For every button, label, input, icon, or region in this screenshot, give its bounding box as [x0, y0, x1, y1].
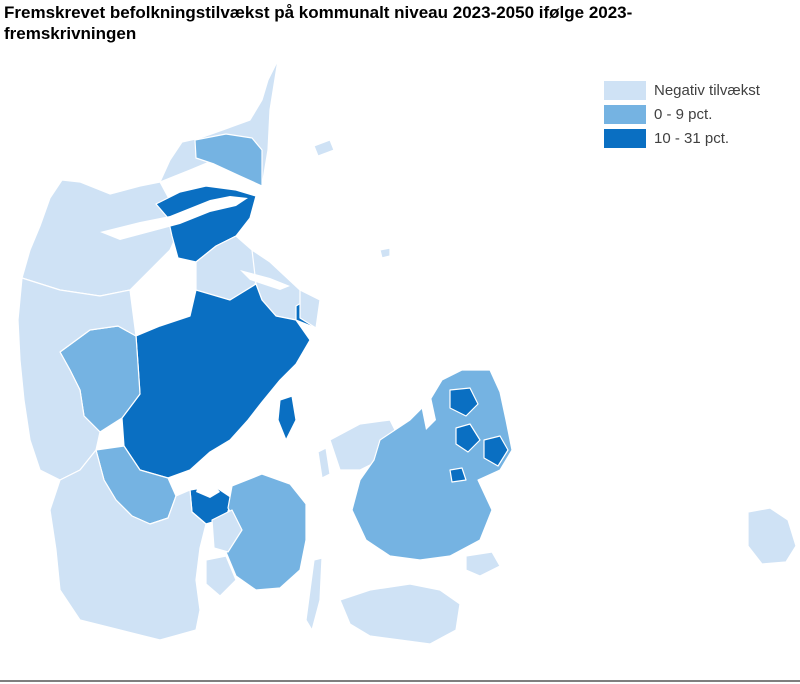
region-bornholm[interactable]: [747, 507, 797, 565]
legend-swatch-negative: [604, 80, 646, 100]
limfjord: [100, 196, 248, 240]
legend-label-low: 0 - 9 pct.: [654, 105, 713, 123]
region-frederikshavn[interactable]: [194, 133, 263, 187]
legend-item-high: 10 - 31 pct.: [604, 126, 760, 150]
region-djursland-light[interactable]: [299, 289, 321, 329]
region-west-jutland[interactable]: [17, 277, 137, 481]
region-copenhagen[interactable]: [449, 387, 509, 483]
map-title: Fremskrevet befolkningstilvækst på kommu…: [4, 3, 633, 43]
bottom-rule: [0, 680, 800, 682]
region-moen[interactable]: [465, 551, 501, 577]
little-belt: [196, 480, 220, 498]
region-als[interactable]: [205, 555, 237, 597]
region-south-jutland[interactable]: [49, 449, 207, 641]
legend-item-negative: Negativ tilvækst: [604, 78, 760, 102]
region-anholt[interactable]: [379, 247, 391, 259]
region-samsoe[interactable]: [317, 447, 331, 479]
region-lolland-falster[interactable]: [339, 583, 461, 645]
region-laesoe[interactable]: [313, 139, 335, 157]
isefjord: [420, 392, 436, 430]
region-zealand[interactable]: [351, 369, 513, 561]
region-langeland[interactable]: [305, 557, 323, 631]
region-thy[interactable]: [21, 179, 181, 297]
legend-label-negative: Negativ tilvækst: [654, 81, 760, 99]
region-west-funen[interactable]: [211, 509, 243, 553]
fjord-mariager: [240, 270, 290, 290]
legend-label-high: 10 - 31 pct.: [654, 129, 730, 147]
legend-item-low: 0 - 9 pct.: [604, 102, 760, 126]
legend-swatch-high: [604, 128, 646, 148]
map-legend: Negativ tilvækst 0 - 9 pct. 10 - 31 pct.: [604, 78, 760, 150]
legend-swatch-low: [604, 104, 646, 124]
